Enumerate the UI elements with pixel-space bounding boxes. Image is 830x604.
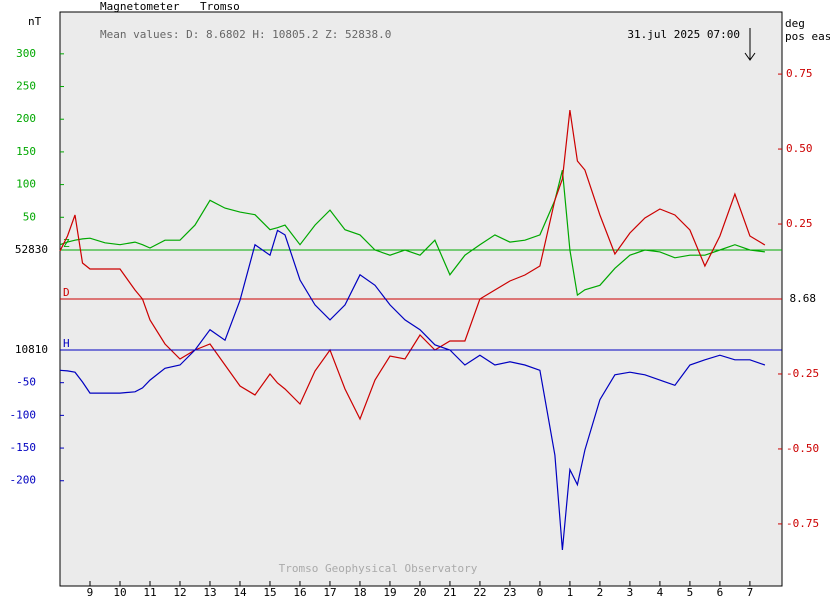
y-tick-label: -200: [10, 474, 37, 487]
x-tick-label: 22: [473, 586, 486, 599]
x-tick-label: 5: [687, 586, 694, 599]
series-line: [59, 170, 765, 297]
x-tick-label: 3: [627, 586, 634, 599]
baseline-label: 10810: [15, 343, 48, 356]
x-tick-label: 2: [597, 586, 604, 599]
x-tick-label: 16: [293, 586, 306, 599]
x-tick-label: 9: [87, 586, 94, 599]
x-tick-label: 20: [413, 586, 426, 599]
x-tick-label: 18: [353, 586, 366, 599]
y-tick-label: 200: [16, 112, 36, 125]
series-label: Z: [63, 237, 70, 250]
y-tick-label: -50: [16, 376, 36, 389]
series-label: D: [63, 286, 70, 299]
y2-axis-sublabel: pos east: [785, 30, 830, 43]
x-tick-label: 15: [263, 586, 276, 599]
x-tick-label: 0: [537, 586, 544, 599]
y-tick-label: 0.25: [786, 217, 813, 230]
x-tick-label: 10: [113, 586, 126, 599]
y-tick-label: -0.25: [786, 367, 819, 380]
timestamp: 31.jul 2025 07:00: [627, 28, 740, 41]
chart-title: Magnetometer: [100, 0, 180, 13]
x-tick-label: 13: [203, 586, 216, 599]
x-tick-label: 14: [233, 586, 247, 599]
x-tick-label: 21: [443, 586, 456, 599]
series-label: H: [63, 337, 70, 350]
x-tick-label: 6: [717, 586, 724, 599]
x-tick-label: 1: [567, 586, 574, 599]
subtitle: Mean values: D: 8.6802 H: 10805.2 Z: 528…: [100, 28, 391, 41]
x-tick-label: 7: [747, 586, 754, 599]
y-axis-label: nT: [28, 15, 42, 28]
series-line: [59, 229, 766, 551]
y-tick-label: 50: [23, 210, 36, 223]
y-tick-label: 150: [16, 145, 36, 158]
series-line: [59, 110, 766, 421]
x-tick-label: 4: [657, 586, 664, 599]
y-tick-label: 300: [16, 47, 36, 60]
x-tick-label: 11: [143, 586, 156, 599]
y-tick-label: 0.50: [786, 142, 813, 155]
baseline-label: 52830: [15, 243, 48, 256]
now-arrow-head: [744, 52, 756, 61]
y2-axis-label: deg: [785, 17, 805, 30]
y-tick-label: -0.50: [786, 442, 819, 455]
x-tick-label: 17: [323, 586, 336, 599]
y-tick-label: -150: [10, 441, 37, 454]
y-tick-label: 100: [16, 178, 36, 191]
y-tick-label: -100: [10, 408, 37, 421]
x-tick-label: 19: [383, 586, 396, 599]
y-tick-label: -0.75: [786, 517, 819, 530]
baseline-label: 8.68: [790, 292, 817, 305]
y-tick-label: 0.75: [786, 67, 813, 80]
credit: Tromso Geophysical Observatory: [279, 562, 478, 575]
x-tick-label: 12: [173, 586, 186, 599]
x-tick-label: 23: [503, 586, 516, 599]
station: Tromso: [200, 0, 240, 13]
y-tick-label: 250: [16, 80, 36, 93]
